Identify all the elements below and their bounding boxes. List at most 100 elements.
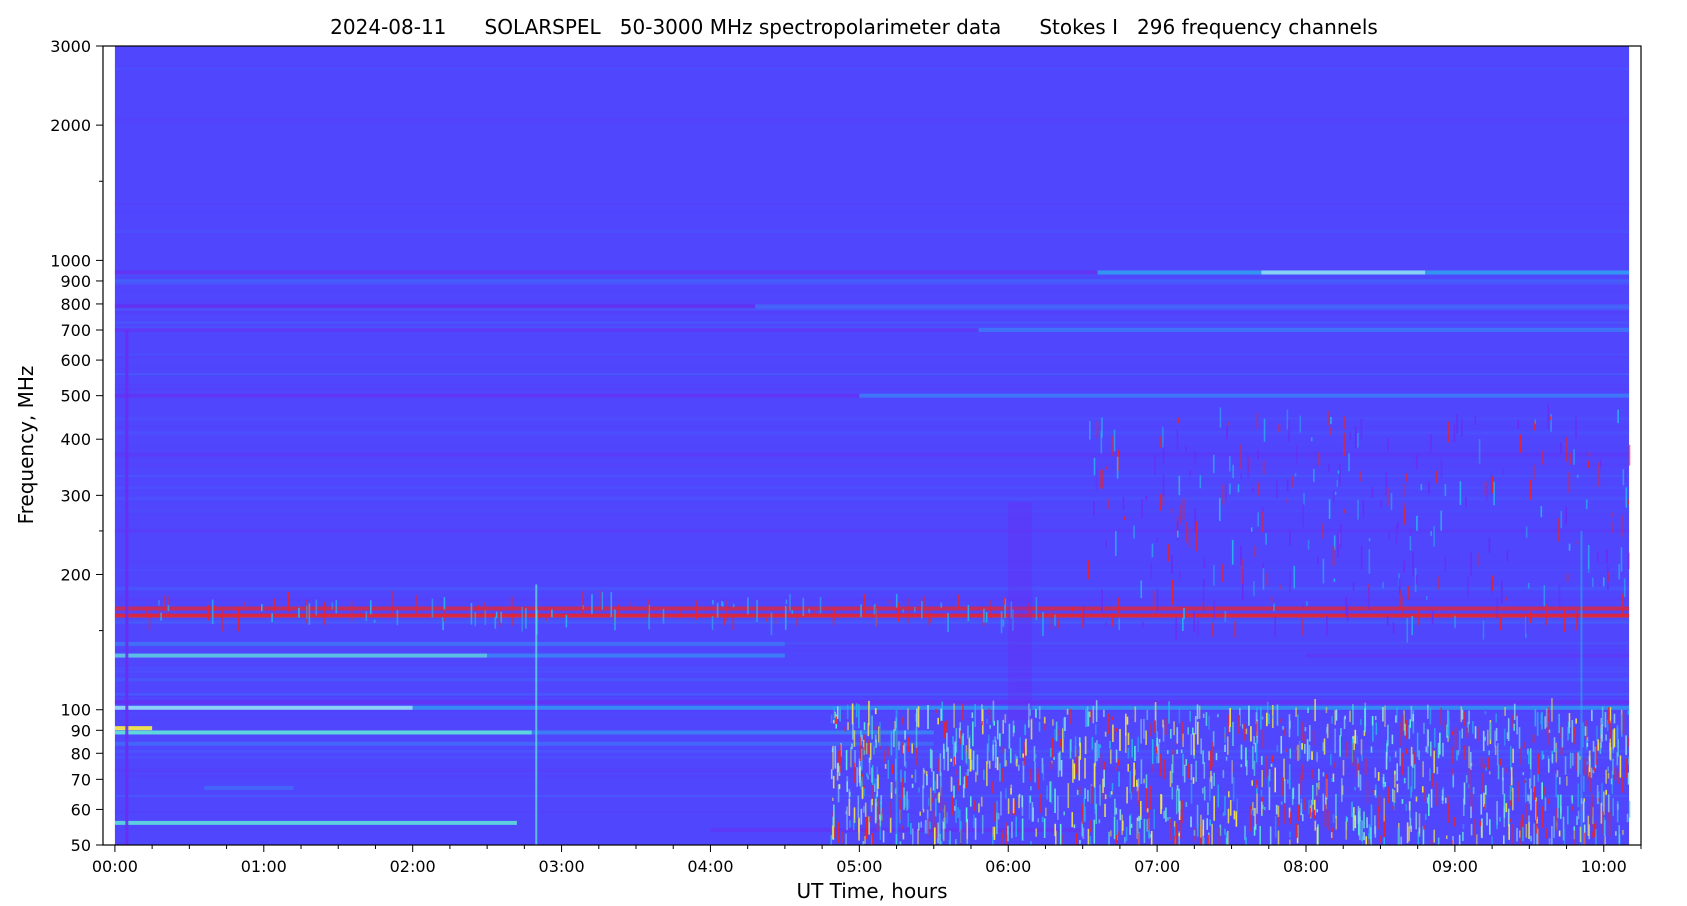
noise-speckle <box>1362 499 1365 518</box>
noise-speckle <box>1440 458 1443 479</box>
noise-speckle <box>1607 572 1609 582</box>
noise-speckle <box>978 803 980 813</box>
noise-speckle <box>929 821 931 830</box>
texture-band <box>114 372 1630 376</box>
noise-speckle <box>959 809 961 832</box>
noise-speckle <box>1543 786 1546 795</box>
noise-speckle <box>1536 816 1538 824</box>
noise-speckle <box>1397 522 1399 529</box>
noise-speckle <box>1127 732 1130 745</box>
noise-speckle <box>870 835 873 845</box>
noise-speckle <box>875 739 878 748</box>
noise-speckle <box>996 756 999 771</box>
noise-speckle <box>1614 767 1617 780</box>
noise-speckle <box>1534 786 1536 801</box>
noise-speckle <box>1302 764 1305 781</box>
noise-speckle <box>1361 820 1363 842</box>
noise-speckle <box>1368 839 1371 845</box>
y-tick-label: 1000 <box>50 251 91 270</box>
noise-speckle <box>1008 723 1011 749</box>
noise-speckle <box>1587 545 1590 569</box>
noise-speckle <box>1316 809 1319 813</box>
noise-speckle <box>1113 429 1116 452</box>
noise-speckle <box>1398 578 1401 595</box>
frequency-band <box>531 730 934 735</box>
noise-speckle <box>852 722 854 740</box>
noise-speckle <box>1283 778 1286 804</box>
noise-speckle <box>1516 828 1518 842</box>
noise-speckle <box>966 839 969 845</box>
noise-speckle <box>1353 735 1355 751</box>
y-tick-label: 200 <box>60 565 91 584</box>
noise-speckle <box>1019 737 1021 758</box>
noise-speckle <box>846 781 848 792</box>
noise-speckle <box>1222 812 1225 817</box>
noise-speckle <box>1118 618 1121 631</box>
noise-speckle <box>1387 724 1389 747</box>
x-tick-label: 10:00 <box>1581 857 1627 876</box>
noise-speckle <box>1396 783 1399 793</box>
noise-speckle <box>914 713 917 722</box>
noise-speckle <box>946 812 949 824</box>
noise-speckle <box>756 599 758 622</box>
noise-speckle <box>1087 828 1090 845</box>
noise-speckle <box>1506 550 1509 562</box>
noise-speckle <box>1134 745 1136 762</box>
noise-speckle <box>1466 727 1469 738</box>
noise-speckle <box>1252 487 1254 492</box>
noise-speckle <box>1462 831 1464 841</box>
noise-speckle <box>860 808 863 825</box>
noise-speckle <box>1162 443 1165 464</box>
noise-speckle <box>922 785 924 810</box>
noise-speckle <box>525 608 527 629</box>
noise-speckle <box>1078 786 1081 795</box>
noise-speckle <box>1357 770 1360 788</box>
noise-speckle <box>498 607 501 627</box>
noise-speckle <box>903 787 905 811</box>
noise-speckle <box>1176 429 1179 450</box>
noise-speckle <box>1260 706 1262 730</box>
noise-speckle <box>962 784 965 798</box>
noise-speckle <box>1406 822 1409 844</box>
noise-speckle <box>1627 552 1630 570</box>
noise-speckle <box>1461 709 1464 720</box>
noise-speckle <box>1301 618 1303 636</box>
noise-speckle <box>1545 708 1548 728</box>
noise-speckle <box>1277 805 1280 817</box>
noise-speckle <box>879 826 882 840</box>
noise-speckle <box>1489 722 1492 740</box>
noise-speckle <box>1122 820 1124 831</box>
noise-speckle <box>939 753 942 777</box>
noise-speckle <box>1408 826 1411 842</box>
noise-speckle <box>999 763 1001 782</box>
noise-speckle <box>935 798 937 817</box>
noise-speckle <box>927 797 930 806</box>
noise-speckle <box>1207 834 1210 845</box>
noise-speckle <box>1145 774 1148 789</box>
noise-speckle <box>1328 499 1331 520</box>
noise-speckle <box>1393 801 1395 810</box>
noise-speckle <box>1594 821 1597 837</box>
noise-speckle <box>962 733 964 746</box>
noise-speckle <box>1269 826 1272 845</box>
noise-speckle <box>1171 764 1173 784</box>
noise-speckle <box>1620 514 1623 537</box>
noise-speckle <box>1012 609 1014 631</box>
noise-speckle <box>1566 573 1569 582</box>
noise-speckle <box>1031 802 1034 822</box>
noise-speckle <box>648 604 650 630</box>
noise-speckle <box>1500 758 1502 766</box>
noise-speckle <box>1213 565 1215 586</box>
noise-speckle <box>1346 603 1349 622</box>
noise-speckle <box>1416 515 1418 531</box>
texture-band <box>114 692 1630 696</box>
frequency-band <box>114 528 1630 533</box>
noise-speckle <box>1392 622 1395 634</box>
noise-speckle <box>1103 709 1105 718</box>
noise-speckle <box>1255 739 1258 763</box>
noise-speckle <box>873 745 875 755</box>
noise-speckle <box>1278 424 1281 433</box>
noise-speckle <box>1460 706 1463 723</box>
noise-speckle <box>1075 749 1077 775</box>
noise-speckle <box>1163 810 1165 819</box>
